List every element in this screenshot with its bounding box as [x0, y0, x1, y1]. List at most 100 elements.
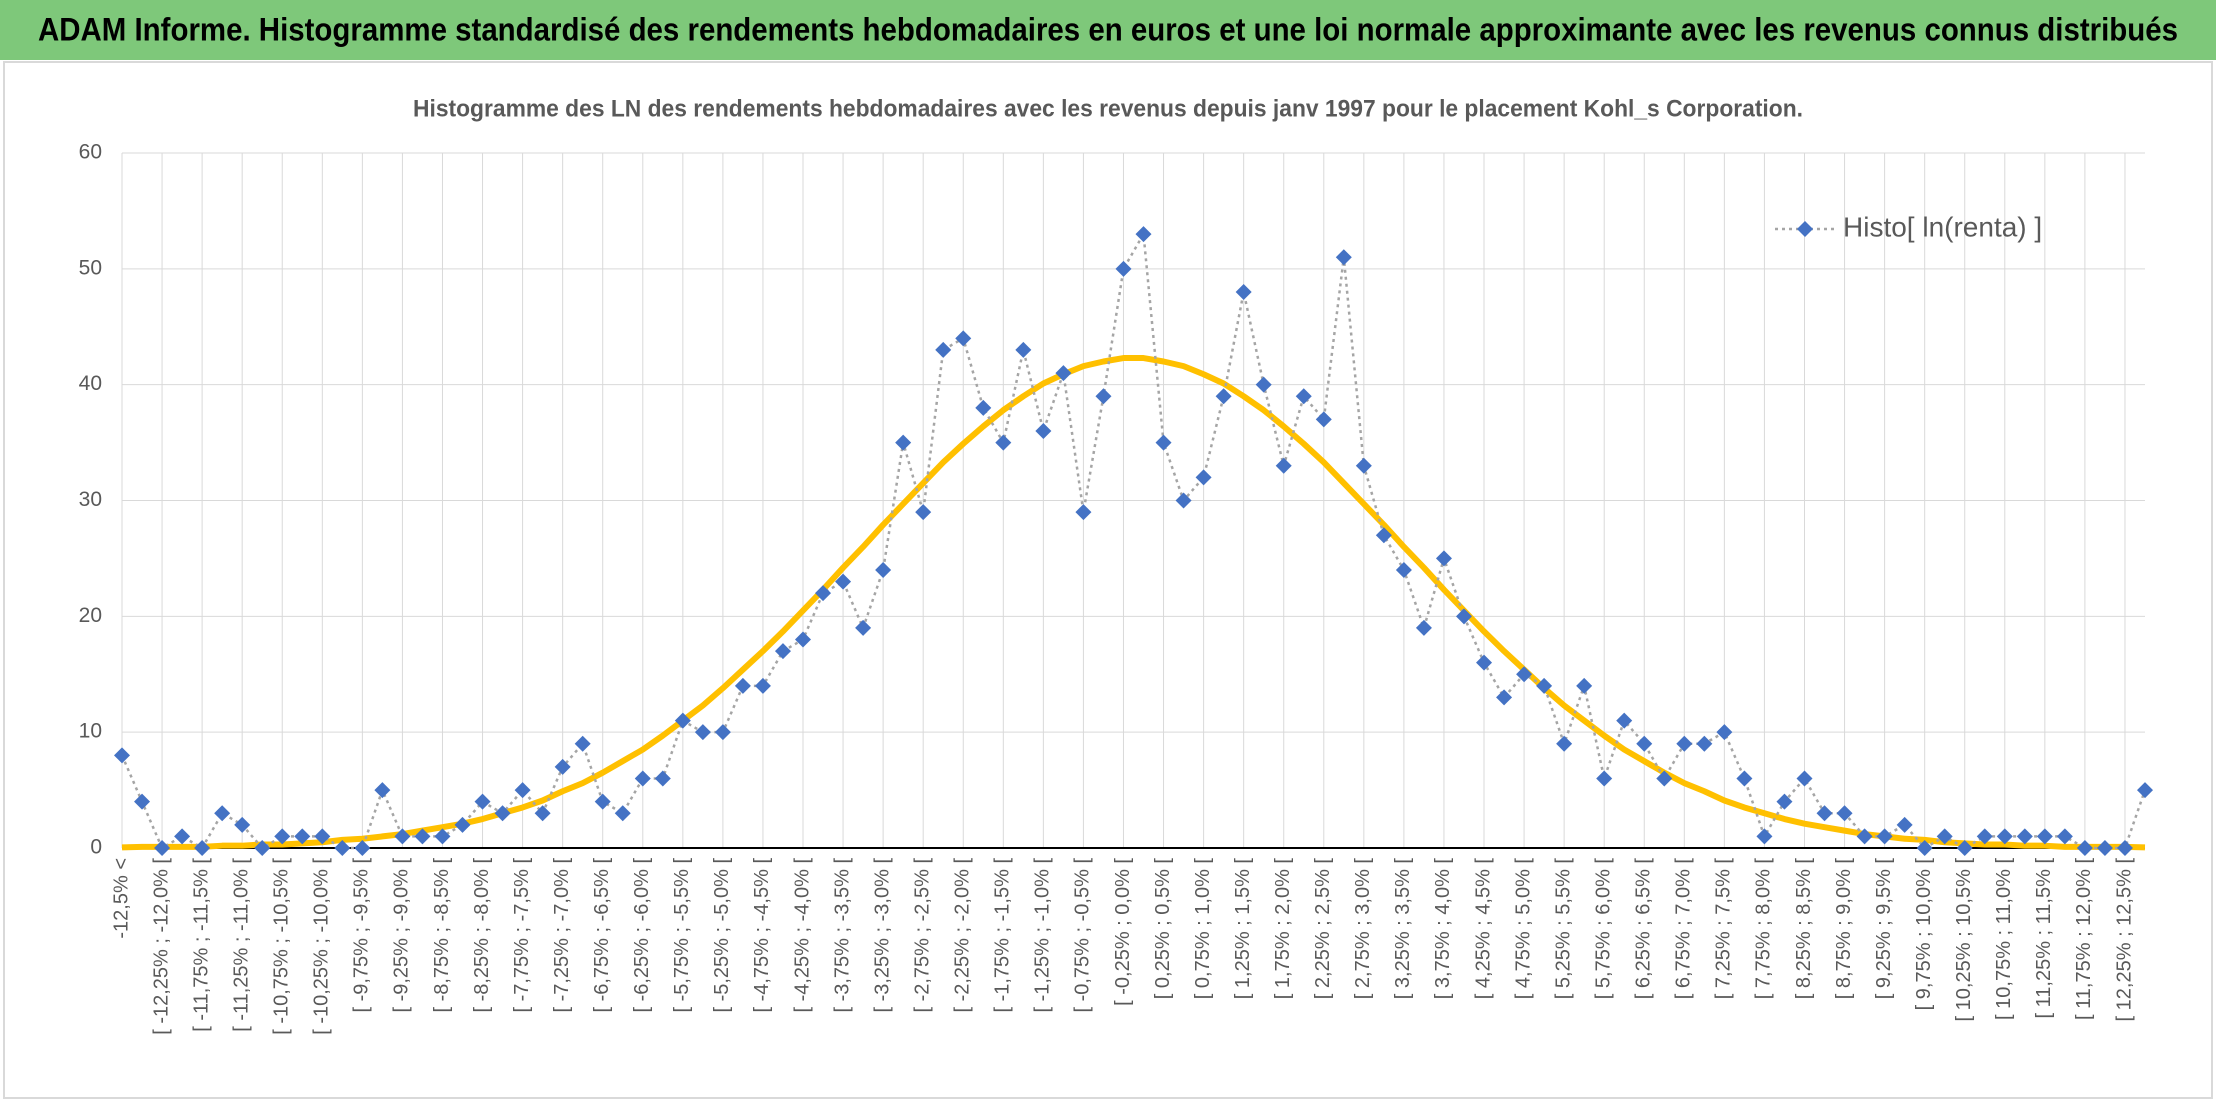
data-point — [1896, 816, 1913, 833]
data-point — [1976, 828, 1993, 845]
x-tick-label: [ -3,75% ; -3,5% [ — [831, 858, 853, 1013]
x-tick-label: [ 4,25% ; 4,5% [ — [1472, 858, 1494, 1000]
data-point — [1876, 828, 1893, 845]
data-point — [674, 712, 691, 729]
data-point — [1916, 840, 1933, 856]
data-point — [614, 805, 631, 822]
data-point — [694, 724, 711, 741]
data-point — [1175, 492, 1192, 509]
data-point — [1235, 284, 1252, 300]
x-tick-label: [ -11,25% ; -11,0% [ — [230, 858, 252, 1032]
y-tick-label: 40 — [79, 372, 102, 395]
data-point — [774, 643, 791, 660]
y-tick-label: 50 — [79, 256, 102, 279]
x-tick-label: [ 1,25% ; 1,5% [ — [1232, 858, 1254, 1000]
x-tick-label: [ 5,25% ; 5,5% [ — [1552, 858, 1574, 1000]
x-tick-label: [ 9,25% ; 9,5% [ — [1873, 858, 1895, 1000]
data-point — [1435, 550, 1452, 567]
data-point — [394, 828, 411, 845]
x-tick-label: [ 2,75% ; 3,0% [ — [1352, 858, 1374, 1000]
data-point — [1776, 793, 1793, 810]
x-tick-label: [ -9,75% ; -9,5% [ — [351, 858, 373, 1013]
data-point — [1095, 388, 1112, 405]
data-point — [1476, 654, 1493, 671]
data-point — [1656, 770, 1673, 787]
x-tick-label: [ -7,75% ; -7,5% [ — [511, 858, 533, 1013]
x-tick-label: [ 7,25% ; 7,5% [ — [1713, 858, 1735, 1000]
data-point — [1455, 608, 1472, 625]
data-point — [1616, 712, 1633, 729]
data-point — [634, 770, 651, 787]
data-point — [1696, 735, 1713, 752]
x-tick-label: [ 0,75% ; 1,0% [ — [1192, 858, 1214, 1000]
x-tick-label: -12,5% < — [110, 858, 132, 939]
y-tick-label: 20 — [79, 604, 102, 627]
data-point — [214, 805, 231, 822]
x-tick-label: [ 10,25% ; 10,5% [ — [1953, 858, 1975, 1022]
chart-title: Histogramme des LN des rendements hebdom… — [413, 95, 1803, 122]
data-point — [254, 840, 271, 856]
x-tick-label: [ 6,25% ; 6,5% [ — [1633, 858, 1655, 1000]
data-point — [294, 828, 311, 845]
data-point — [1355, 457, 1372, 474]
x-tick-label: [ -0,25% ; 0,0% [ — [1112, 858, 1134, 1006]
data-point — [234, 816, 251, 833]
legend-marker — [1797, 221, 1813, 237]
data-point — [1736, 770, 1753, 787]
x-tick-label: [ 11,75% ; 12,0% [ — [2073, 858, 2095, 1020]
x-tick-label: [ 7,75% ; 8,0% [ — [1753, 858, 1775, 1000]
data-point — [1275, 457, 1292, 474]
data-point — [1415, 619, 1432, 636]
data-point — [1576, 677, 1593, 694]
x-tick-label: [ -3,25% ; -3,0% [ — [871, 858, 893, 1013]
x-tick-label: [ -10,75% ; -10,5% [ — [271, 858, 293, 1035]
x-tick-label: [ -7,25% ; -7,0% [ — [551, 858, 573, 1013]
data-point — [1596, 770, 1613, 787]
x-tick-label: [ -9,25% ; -9,0% [ — [391, 858, 413, 1013]
data-point — [2076, 840, 2093, 856]
x-tick-label: [ -1,25% ; -1,0% [ — [1032, 858, 1054, 1013]
x-tick-label: [ -11,75% ; -11,5% [ — [190, 858, 212, 1032]
x-tick-label: [ 4,75% ; 5,0% [ — [1512, 858, 1534, 1000]
data-point — [1155, 434, 1172, 451]
data-point — [414, 828, 431, 845]
data-point — [2016, 828, 2033, 845]
x-tick-label: [ -0,75% ; -0,5% [ — [1072, 858, 1094, 1013]
data-point — [154, 840, 171, 856]
y-tick-label: 10 — [79, 720, 102, 743]
data-point — [1516, 666, 1533, 683]
data-point — [1015, 341, 1032, 358]
data-point — [1395, 562, 1412, 578]
header-bar — [0, 0, 2216, 60]
x-tick-label: [ 5,75% ; 6,0% [ — [1592, 858, 1614, 1000]
x-tick-label: [ 0,25% ; 0,5% [ — [1152, 858, 1174, 1000]
x-tick-label: [ 3,75% ; 4,0% [ — [1432, 858, 1454, 1000]
data-point — [975, 399, 992, 416]
data-point — [1956, 840, 1973, 856]
y-tick-label: 0 — [90, 836, 102, 859]
data-point — [474, 793, 491, 810]
data-point — [935, 341, 952, 358]
data-point — [2137, 782, 2153, 799]
data-point — [654, 770, 671, 787]
data-point — [1676, 735, 1693, 752]
legend-label: Histo[ ln(renta) ] — [1843, 211, 2042, 242]
x-tick-label: [ -10,25% ; -10,0% [ — [311, 858, 333, 1035]
x-tick-label: [ 1,75% ; 2,0% [ — [1272, 858, 1294, 1000]
data-point — [374, 782, 391, 799]
x-tick-label: [ -4,25% ; -4,0% [ — [791, 858, 813, 1013]
x-tick-label: [ 2,25% ; 2,5% [ — [1312, 858, 1334, 1000]
data-point — [915, 504, 932, 521]
data-point — [1756, 828, 1773, 845]
data-point — [174, 828, 191, 845]
x-tick-label: [ 12,25% ; 12,5% [ — [2113, 858, 2135, 1022]
data-point — [554, 758, 571, 775]
x-tick-label: [ -2,75% ; -2,5% [ — [911, 858, 933, 1013]
data-point — [815, 585, 832, 602]
x-tick-label: [ 8,25% ; 8,5% [ — [1793, 858, 1815, 1000]
data-point — [1796, 770, 1813, 787]
data-point — [1215, 388, 1232, 405]
x-tick-label: [ -2,25% ; -2,0% [ — [952, 858, 974, 1013]
data-point — [494, 805, 511, 822]
